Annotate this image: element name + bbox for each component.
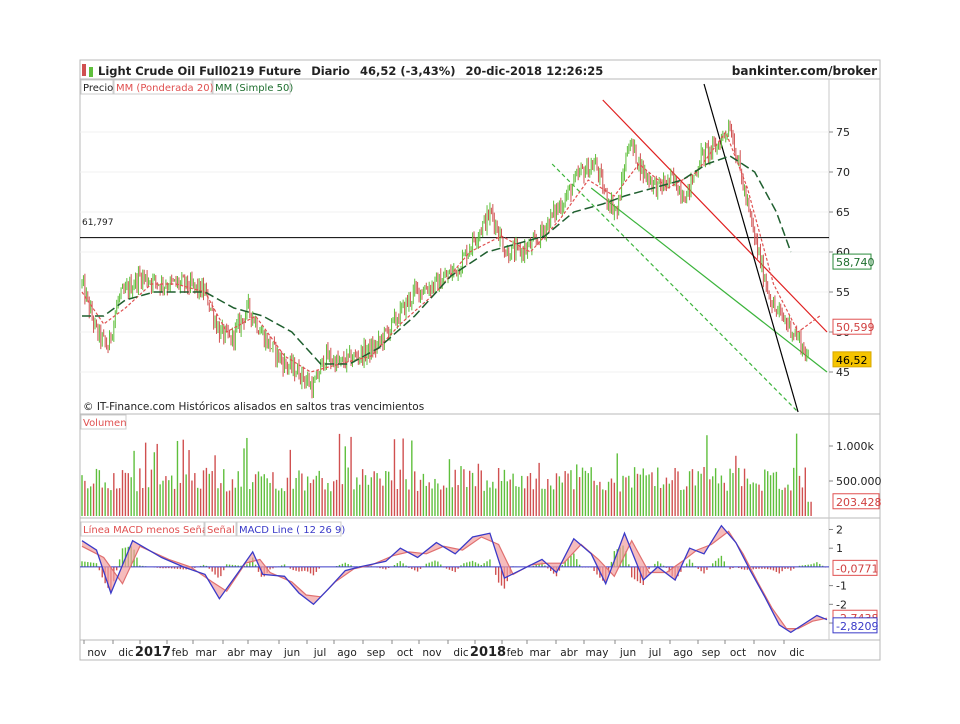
volume-tick-label: 1.000k bbox=[836, 440, 874, 453]
macd-tick-label: -1 bbox=[836, 580, 847, 593]
ema20-line bbox=[81, 130, 821, 373]
legend-macd-signal: Señal bbox=[207, 525, 235, 536]
green-channel-line bbox=[590, 187, 828, 373]
x-tick-label: feb bbox=[507, 647, 524, 659]
macd-hist-last-box bbox=[832, 559, 878, 576]
volume-last-box bbox=[832, 493, 880, 510]
x-tick-label: jun bbox=[619, 647, 636, 659]
price-tick-label: 65 bbox=[836, 206, 850, 219]
x-tick-label: dic bbox=[118, 647, 134, 659]
header: Light Crude Oil Full0219 Future Diario 46,… bbox=[82, 64, 877, 78]
volume-panel: 1.000k 500.000 203.428 Volumen bbox=[80, 414, 882, 516]
price-legend: Precio MM (Ponderada 20) MM (Simple 50) bbox=[80, 79, 293, 95]
price-tick-label: 45 bbox=[836, 366, 850, 379]
level-label: 61,797 bbox=[82, 218, 114, 228]
macd-line bbox=[81, 524, 828, 634]
x-tick-label: ago bbox=[337, 647, 357, 659]
chart-frame bbox=[79, 59, 881, 661]
price-tick-label: 70 bbox=[836, 166, 850, 179]
x-tick-label: 2017 bbox=[135, 645, 171, 660]
x-tick-label: may bbox=[586, 647, 609, 659]
x-tick-label: may bbox=[250, 647, 273, 659]
x-tick-label: nov bbox=[757, 647, 776, 659]
site-link[interactable]: bankinter.com/broker bbox=[732, 64, 877, 78]
macd-tick-label: 2 bbox=[836, 523, 843, 536]
price-last-label-box bbox=[832, 351, 872, 368]
x-tick-label: abr bbox=[227, 647, 245, 659]
macd-legend: Línea MACD menos Señal Señal MACD Line (… bbox=[80, 521, 345, 537]
signal-line bbox=[81, 530, 828, 630]
x-tick-label: dic bbox=[789, 647, 805, 659]
sma-last-label: 58,740 bbox=[832, 253, 875, 270]
x-tick-label: oct bbox=[397, 647, 413, 659]
chart-title: Light Crude Oil Full0219 Future Diario 46,… bbox=[98, 64, 603, 78]
red-channel-line bbox=[602, 99, 828, 333]
x-tick-label: sep bbox=[702, 647, 721, 659]
x-axis: nov dic 2017 feb mar abr may jun jul ago sep oct nov… bbox=[83, 640, 805, 660]
price-tick-label: 75 bbox=[836, 126, 850, 139]
black-trend-line bbox=[703, 83, 799, 413]
candle-icon-2 bbox=[89, 67, 93, 77]
x-tick-label: nov bbox=[422, 647, 441, 659]
legend-macd-hist: Línea MACD menos Señal bbox=[83, 524, 211, 536]
price-last-label-text: 46,52 bbox=[836, 354, 868, 367]
x-tick-label: oct bbox=[730, 647, 746, 659]
x-tick-label: jul bbox=[313, 647, 327, 659]
volume-last-label: 203.428 bbox=[836, 496, 882, 509]
ema-last-label: 50,599 bbox=[832, 318, 875, 335]
x-tick-label: nov bbox=[87, 647, 106, 659]
x-tick-label: ago bbox=[673, 647, 693, 659]
macd-line-last-box bbox=[832, 617, 878, 634]
ema-last-label-box bbox=[832, 318, 872, 335]
x-tick-label: jul bbox=[648, 647, 662, 659]
sma-last-label-box bbox=[832, 253, 872, 270]
legend-price: Precio bbox=[83, 83, 113, 94]
x-tick-label: abr bbox=[560, 647, 578, 659]
x-tick-label: sep bbox=[367, 647, 386, 659]
macd-panel: 21-1-2-3-0,0771-2,7438-2,8209 Línea MACD… bbox=[80, 521, 878, 634]
macd-tick-label: -2 bbox=[836, 598, 847, 611]
candle-icon bbox=[82, 64, 86, 76]
sma50-line bbox=[82, 155, 792, 365]
green-dashed-channel-line bbox=[551, 163, 799, 413]
x-tick-label: mar bbox=[196, 647, 218, 659]
volume-tick-label: 500.000 bbox=[836, 475, 882, 488]
ema-last-label-text: 50,599 bbox=[836, 321, 875, 334]
macd-hist-last-label: -0,0771 bbox=[836, 562, 878, 575]
price-tick-label: 55 bbox=[836, 286, 850, 299]
macd-tick-label: 1 bbox=[836, 542, 843, 555]
x-tick-label: mar bbox=[530, 647, 552, 659]
legend-sma: MM (Simple 50) bbox=[215, 83, 293, 94]
legend-macd-line: MACD Line ( 12 26 9) bbox=[239, 525, 345, 536]
macd-line-last-label: -2,8209 bbox=[836, 620, 878, 633]
copyright-text: © IT-Finance.com Históricos alisados en … bbox=[83, 401, 424, 413]
price-last-label: 46,52 bbox=[832, 351, 872, 368]
sma-last-label-text: 58,740 bbox=[836, 256, 875, 269]
candles bbox=[81, 119, 809, 399]
legend-ema: MM (Ponderada 20) bbox=[116, 83, 214, 94]
x-tick-label: jun bbox=[283, 647, 300, 659]
x-tick-label: 2018 bbox=[470, 645, 506, 660]
x-tick-label: feb bbox=[172, 647, 189, 659]
legend-volume: Volumen bbox=[83, 418, 127, 429]
x-tick-label: dic bbox=[453, 647, 469, 659]
